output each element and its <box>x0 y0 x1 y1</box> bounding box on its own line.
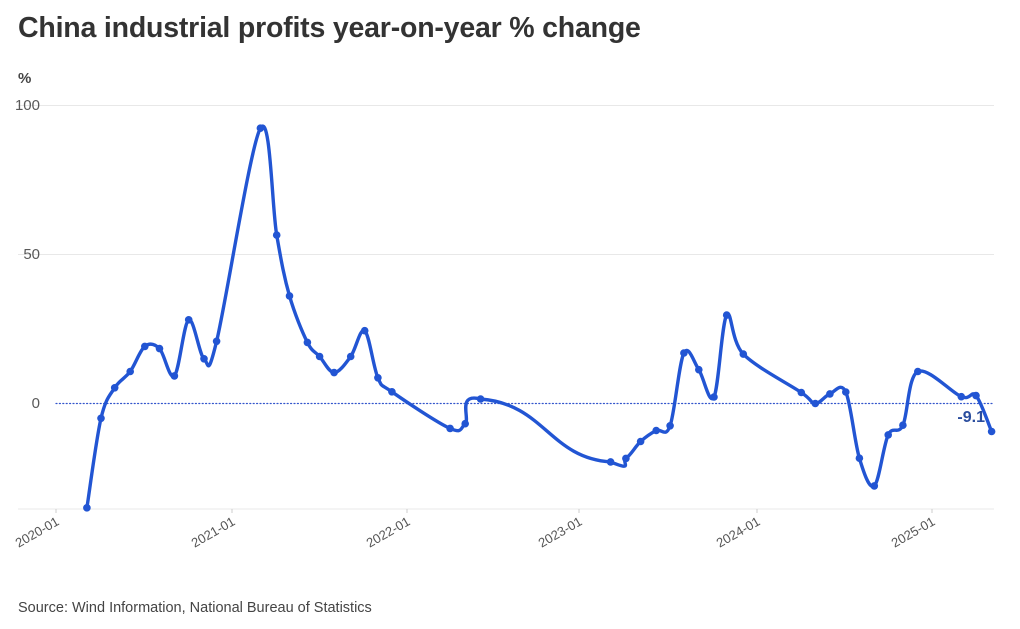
svg-text:50: 50 <box>23 246 40 263</box>
svg-text:100: 100 <box>15 97 40 114</box>
svg-text:2022-01: 2022-01 <box>364 514 413 551</box>
svg-text:2020-01: 2020-01 <box>13 514 62 551</box>
svg-text:2024-01: 2024-01 <box>714 514 763 551</box>
svg-text:-9.1: -9.1 <box>957 409 985 426</box>
svg-text:2023-01: 2023-01 <box>536 514 585 551</box>
svg-text:0: 0 <box>32 395 40 412</box>
svg-text:2021-01: 2021-01 <box>189 514 238 551</box>
svg-text:2025-01: 2025-01 <box>889 514 938 551</box>
